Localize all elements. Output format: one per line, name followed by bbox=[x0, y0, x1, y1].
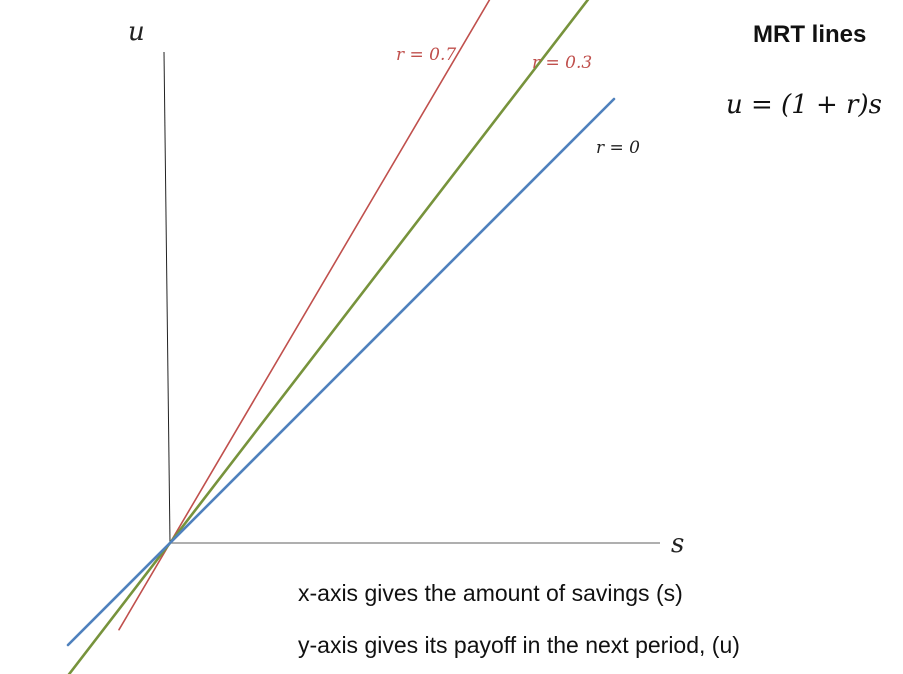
chart-title: MRT lines bbox=[753, 21, 866, 48]
note-y-axis: y-axis gives its payoff in the next peri… bbox=[298, 632, 740, 658]
series-label-r-0-3: r = 0.3 bbox=[532, 53, 592, 73]
series-line-0 bbox=[66, 97, 616, 647]
series-line-0-7 bbox=[118, 0, 491, 631]
series-lines bbox=[66, 0, 616, 674]
note-x-axis: x-axis gives the amount of savings (s) bbox=[298, 580, 683, 606]
y-axis-label: u bbox=[128, 17, 145, 47]
y-axis-line bbox=[163, 51, 171, 544]
equation: u = (1 + r)s bbox=[726, 90, 882, 120]
series-label-r-0-7: r = 0.7 bbox=[396, 45, 456, 65]
axes bbox=[163, 51, 660, 544]
x-axis-label: s bbox=[671, 529, 684, 559]
series-label-r-0: r = 0 bbox=[596, 138, 640, 158]
series-line-0-3 bbox=[67, 0, 590, 674]
